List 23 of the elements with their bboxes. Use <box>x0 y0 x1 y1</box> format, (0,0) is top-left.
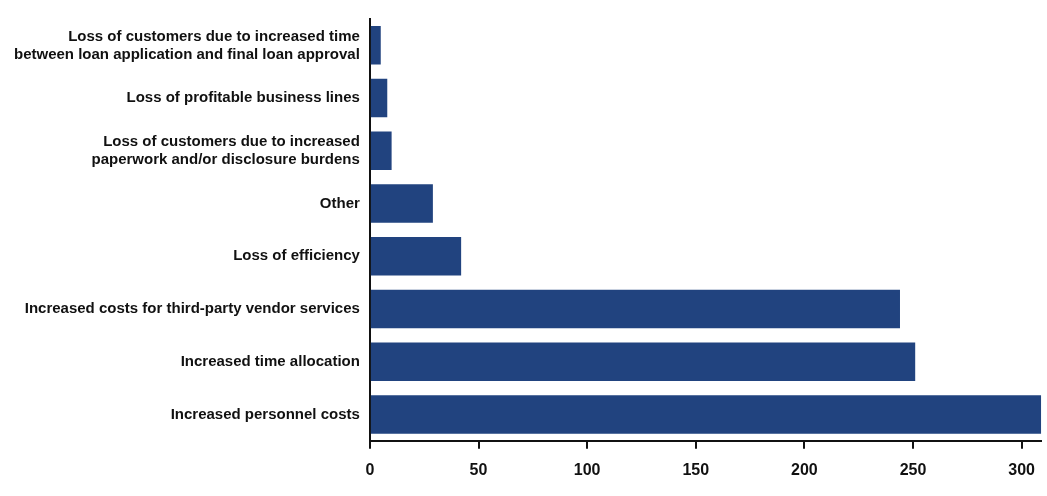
x-tick-label: 150 <box>682 460 710 478</box>
bar <box>370 78 388 118</box>
y-tick-label: Increased time allocation <box>180 351 360 369</box>
y-tick-label: Loss of profitable business lines <box>126 88 360 106</box>
bar <box>370 131 392 171</box>
bar <box>370 289 900 329</box>
y-tick-label: Loss of customers due to increased paperwork and/or disclosure burdens <box>91 131 360 167</box>
y-tick-label: Increased costs for third-party vendor services <box>24 299 360 317</box>
y-tick-label: Loss of customers due to increased time between loan application and final loan approval <box>14 26 360 62</box>
y-tick-label: Loss of efficiency <box>233 246 361 264</box>
x-tick-label: 50 <box>469 460 488 478</box>
x-tick-label: 250 <box>899 460 927 478</box>
x-tick-label: 0 <box>365 460 375 478</box>
x-tick-label: 100 <box>573 460 601 478</box>
bar <box>370 26 381 65</box>
bar <box>370 184 433 223</box>
y-tick-label: Other <box>319 193 361 211</box>
bar <box>370 237 462 276</box>
x-tick-label: 300 <box>1008 460 1036 478</box>
bar <box>370 342 916 381</box>
x-tick-label: 200 <box>791 460 818 478</box>
y-tick-label: Increased personnel costs <box>170 404 360 422</box>
bar <box>370 395 1042 434</box>
